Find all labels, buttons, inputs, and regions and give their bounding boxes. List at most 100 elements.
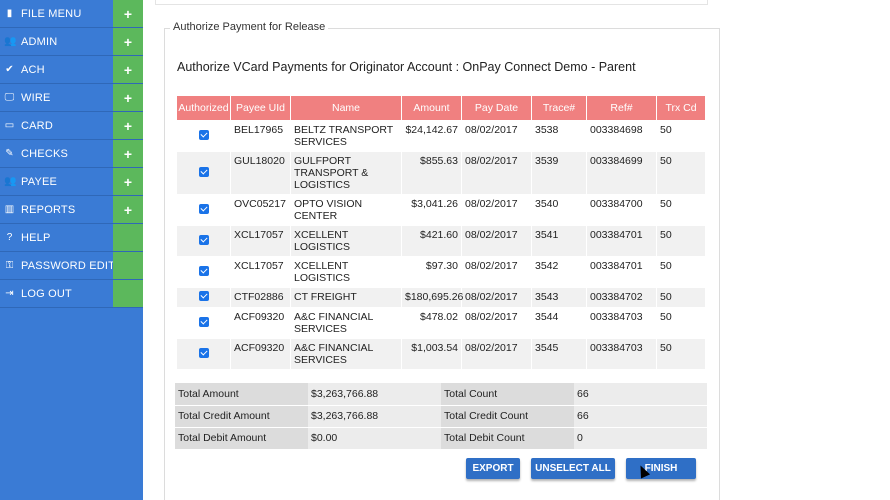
- col-header-trace[interactable]: Trace#: [531, 95, 587, 121]
- question-icon: ?: [6, 232, 13, 243]
- cell-name: GULFPORT TRANSPORT & LOGISTICS: [290, 151, 402, 195]
- export-button[interactable]: EXPORT: [466, 458, 520, 479]
- check-icon: ✔: [5, 64, 14, 75]
- table-header-row: Authorized Payee UId Name Amount Pay Dat…: [176, 95, 705, 121]
- authorized-checkbox[interactable]: [198, 265, 209, 276]
- cell-ref: 003384699: [586, 151, 657, 195]
- col-header-payee-uid[interactable]: Payee UId: [230, 95, 291, 121]
- expand-plus-icon[interactable]: +: [113, 28, 143, 55]
- sidebar-item-log-out[interactable]: ⇥ LOG OUT: [0, 280, 143, 308]
- cell-trx-cd: 50: [656, 120, 705, 152]
- authorized-checkbox[interactable]: [198, 166, 209, 177]
- total-count-label: Total Count: [441, 383, 574, 406]
- table-row[interactable]: ACF09320 A&C FINANCIAL SERVICES $1,003.54 0…: [176, 338, 705, 369]
- cell-name: CT FREIGHT: [290, 287, 402, 308]
- cell-trx-cd: 50: [656, 225, 705, 257]
- unselect-all-button[interactable]: UNSELECT ALL: [531, 458, 615, 479]
- cell-authorized: [176, 120, 231, 152]
- authorized-checkbox[interactable]: [198, 203, 209, 214]
- col-header-name[interactable]: Name: [290, 95, 402, 121]
- cell-name: OPTO VISION CENTER: [290, 194, 402, 226]
- sidebar-item-checks[interactable]: ✎ CHECKS +: [0, 140, 143, 168]
- cell-authorized: [176, 151, 231, 195]
- sidebar-item-label: HELP: [21, 231, 51, 244]
- sidebar-accent: [113, 280, 143, 307]
- authorized-checkbox[interactable]: [198, 347, 209, 358]
- sidebar-accent: [113, 224, 143, 251]
- cell-trx-cd: 50: [656, 307, 705, 339]
- sidebar-item-password-edit[interactable]: ⚿ PASSWORD EDIT: [0, 252, 143, 280]
- col-header-pay-date[interactable]: Pay Date: [461, 95, 532, 121]
- total-amount-value: $3,263,766.88: [308, 383, 441, 406]
- expand-plus-icon[interactable]: +: [113, 140, 143, 167]
- total-debit-count-label: Total Debit Count: [441, 427, 574, 450]
- users-icon: 👥: [4, 36, 17, 47]
- cell-ref: 003384702: [586, 287, 657, 308]
- panel-legend: Authorize Payment for Release: [170, 21, 329, 33]
- bar-chart-icon: ▥: [4, 204, 15, 215]
- authorized-checkbox[interactable]: [198, 316, 209, 327]
- cell-name: XCELLENT LOGISTICS: [290, 256, 402, 288]
- table-row[interactable]: ACF09320 A&C FINANCIAL SERVICES $478.02 08/…: [176, 307, 705, 339]
- expand-plus-icon[interactable]: +: [113, 168, 143, 195]
- expand-plus-icon[interactable]: +: [113, 196, 143, 223]
- cell-trace: 3542: [531, 256, 587, 288]
- cell-ref: 003384703: [586, 338, 657, 369]
- table-row[interactable]: OVC05217 OPTO VISION CENTER $3,041.26 08/02…: [176, 194, 705, 226]
- table-row[interactable]: XCL17057 XCELLENT LOGISTICS $97.30 08/02/20…: [176, 256, 705, 288]
- payments-table-scroll[interactable]: Authorized Payee UId Name Amount Pay Dat…: [176, 95, 705, 369]
- cell-amount: $180,695.26: [401, 287, 463, 308]
- cell-trace: 3539: [531, 151, 587, 195]
- totals-row: Total Credit Amount $3,263,766.88 Total …: [175, 405, 707, 428]
- expand-plus-icon[interactable]: +: [113, 112, 143, 139]
- cell-ref: 003384701: [586, 256, 657, 288]
- cell-amount: $855.63: [401, 151, 462, 195]
- authorized-checkbox[interactable]: [198, 129, 209, 140]
- totals-row: Total Debit Amount $0.00 Total Debit Cou…: [175, 427, 707, 450]
- table-row[interactable]: CTF02886 CT FREIGHT $180,695.26 08/02/2017 3…: [176, 287, 705, 308]
- sidebar-item-label: LOG OUT: [21, 287, 72, 300]
- table-row[interactable]: GUL18020 GULFPORT TRANSPORT & LOGISTICS $8…: [176, 151, 705, 195]
- col-header-amount[interactable]: Amount: [401, 95, 462, 121]
- sidebar-item-payee[interactable]: 👥 PAYEE +: [0, 168, 143, 196]
- col-header-authorized[interactable]: Authorized: [176, 95, 231, 121]
- cell-trx-cd: 50: [656, 338, 705, 369]
- expand-plus-icon[interactable]: +: [113, 84, 143, 111]
- logout-icon: ⇥: [5, 288, 14, 299]
- table-row[interactable]: BEL17965 BELTZ TRANSPORT SERVICES $24,142.…: [176, 120, 705, 152]
- sidebar-accent: [113, 252, 143, 279]
- sidebar-item-label: FILE MENU: [21, 7, 82, 20]
- sidebar-item-card[interactable]: ▭ CARD +: [0, 112, 143, 140]
- col-header-trx-cd[interactable]: Trx Cd: [656, 95, 705, 121]
- total-count-value: 66: [574, 383, 707, 406]
- sidebar-item-help[interactable]: ? HELP: [0, 224, 143, 252]
- sidebar-item-file-menu[interactable]: ▮ FILE MENU +: [0, 0, 143, 28]
- cell-trace: 3538: [531, 120, 587, 152]
- cell-trx-cd: 50: [656, 151, 705, 195]
- col-header-ref[interactable]: Ref#: [586, 95, 657, 121]
- cell-pay-date: 08/02/2017: [461, 256, 532, 288]
- sidebar-item-ach[interactable]: ✔ ACH +: [0, 56, 143, 84]
- total-credit-amount-label: Total Credit Amount: [175, 405, 308, 428]
- authorized-checkbox[interactable]: [198, 234, 209, 245]
- sidebar-item-label: ADMIN: [21, 35, 58, 48]
- expand-plus-icon[interactable]: +: [113, 0, 143, 27]
- sidebar-item-reports[interactable]: ▥ REPORTS +: [0, 196, 143, 224]
- authorized-checkbox[interactable]: [198, 291, 209, 301]
- table-row[interactable]: XCL17057 XCELLENT LOGISTICS $421.60 08/02/2…: [176, 225, 705, 257]
- cell-payee-uid: GUL18020: [230, 151, 291, 195]
- sidebar-item-admin[interactable]: 👥 ADMIN +: [0, 28, 143, 56]
- expand-plus-icon[interactable]: +: [113, 56, 143, 83]
- key-icon: ⚿: [5, 260, 14, 271]
- cell-amount: $3,041.26: [401, 194, 462, 226]
- cell-authorized: [176, 338, 231, 369]
- cell-trace: 3541: [531, 225, 587, 257]
- cell-amount: $1,003.54: [401, 338, 462, 369]
- sidebar-item-wire[interactable]: 🖵 WIRE +: [0, 84, 143, 112]
- finish-button[interactable]: FINISH: [626, 458, 696, 479]
- cell-pay-date: 08/02/2017: [461, 225, 532, 257]
- cell-trace: 3540: [531, 194, 587, 226]
- cell-trx-cd: 50: [656, 256, 705, 288]
- cell-name: A&C FINANCIAL SERVICES: [290, 338, 402, 369]
- cell-amount: $478.02: [401, 307, 462, 339]
